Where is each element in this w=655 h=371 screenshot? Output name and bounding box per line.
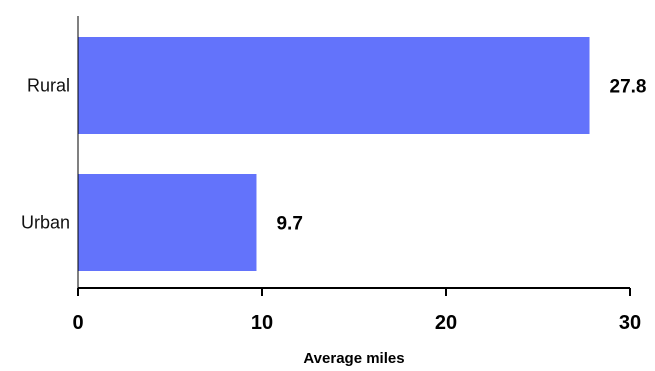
value-label-rural: 27.8 [610,77,647,98]
x-axis-title: Average miles [303,350,404,367]
category-label-urban: Urban [21,213,70,233]
bar-rural [78,37,590,134]
bars-layer: Rural 27.8 Urban 9.7 [21,37,647,271]
x-ticks-layer: 0 10 20 30 [72,288,641,334]
x-tick-label-30: 30 [619,312,641,334]
x-tick-label-20: 20 [435,312,457,334]
x-tick-label-0: 0 [72,312,83,334]
value-label-urban: 9.7 [276,214,302,235]
bar-urban [78,174,257,271]
category-label-rural: Rural [27,76,70,96]
x-tick-label-10: 10 [251,312,273,334]
